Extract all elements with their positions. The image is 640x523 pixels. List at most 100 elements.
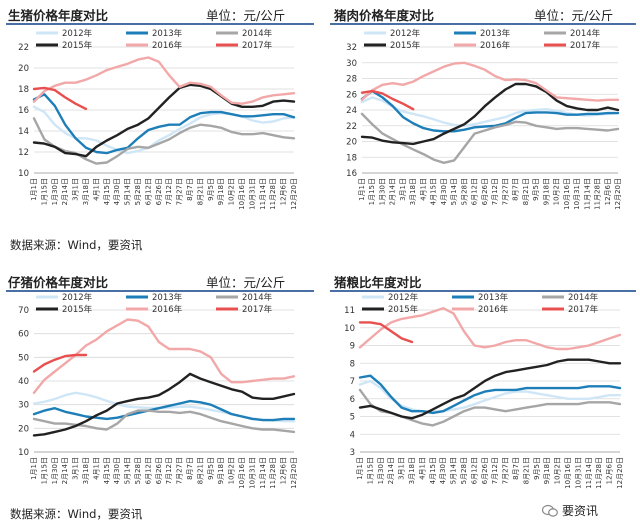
y-tick-label: 20 bbox=[18, 64, 29, 74]
wechat-icon bbox=[542, 504, 558, 517]
y-tick-label: 70 bbox=[18, 306, 29, 316]
panel-hog-price: 生猪价格年度对比 单位：元/公斤 10 12 14 16 18 20 22 1月1日 1月15日… bbox=[0, 0, 320, 262]
x-tick-label: 2月14日 bbox=[389, 178, 397, 205]
x-tick-label: 5月28日 bbox=[460, 457, 468, 484]
x-tick-label: 1月1日 bbox=[30, 457, 38, 480]
x-tick-label: 9月18日 bbox=[217, 457, 225, 484]
legend-label: 2014年 bbox=[568, 292, 599, 303]
x-tick-label: 10月31日 bbox=[248, 178, 256, 210]
x-tick-label: 12月20日 bbox=[616, 457, 624, 489]
x-tick-label: 9月18日 bbox=[543, 457, 551, 484]
x-tick-label: 9月18日 bbox=[217, 178, 225, 205]
x-tick-label: 1月30日 bbox=[51, 457, 59, 484]
x-tick-label: 1月30日 bbox=[51, 178, 59, 205]
x-tick-label: 7月27日 bbox=[176, 457, 184, 484]
series-line bbox=[358, 307, 622, 351]
x-tick-label: 4月15日 bbox=[429, 457, 437, 484]
y-tick-label: 18 bbox=[18, 85, 29, 95]
x-tick-label: 3月1日 bbox=[72, 457, 80, 480]
legend-label: 2014年 bbox=[570, 28, 601, 39]
x-tick-label: 10月2日 bbox=[228, 178, 236, 205]
x-tick-label: 1月15日 bbox=[368, 178, 376, 205]
x-tick-label: 12月20日 bbox=[614, 178, 622, 210]
x-tick-label: 3月1日 bbox=[72, 178, 80, 201]
series-line bbox=[32, 93, 296, 155]
series-line bbox=[32, 56, 296, 105]
legend-label: 2012年 bbox=[390, 28, 421, 39]
y-tick-label: 24 bbox=[346, 106, 357, 116]
legend-label: 2015年 bbox=[62, 304, 93, 315]
data-source: 数据来源：Wind，要资讯 bbox=[10, 507, 143, 521]
x-tick-label: 8月21日 bbox=[196, 457, 204, 484]
legend-label: 2014年 bbox=[242, 28, 273, 39]
y-tick-label: 60 bbox=[18, 330, 29, 340]
chart-title: 生猪价格年度对比 bbox=[8, 8, 109, 23]
x-tick-label: 12月20日 bbox=[290, 457, 298, 489]
chart-unit: 单位：元/公斤 bbox=[206, 275, 286, 290]
x-tick-label: 6月12日 bbox=[144, 457, 152, 484]
x-tick-label: 1月15日 bbox=[40, 457, 48, 484]
x-tick-label: 12月6日 bbox=[280, 457, 288, 484]
y-tick-label: 11 bbox=[344, 306, 355, 316]
x-tick-label: 12月6日 bbox=[280, 178, 288, 205]
x-tick-label: 4月15日 bbox=[103, 178, 111, 205]
series-line bbox=[360, 82, 620, 146]
x-tick-label: 4月30日 bbox=[439, 457, 447, 484]
y-tick-label: 10 bbox=[18, 169, 29, 179]
x-tick-label: 6月26日 bbox=[155, 178, 163, 205]
legend-label: 2014年 bbox=[242, 292, 273, 303]
data-source: 数据来源：Wind，要资讯 bbox=[10, 238, 143, 252]
y-tick-label: 16 bbox=[346, 169, 357, 179]
legend-label: 2017年 bbox=[242, 304, 273, 315]
chart-unit: 单位：元/公斤 bbox=[534, 8, 614, 23]
x-tick-label: 7月27日 bbox=[502, 457, 510, 484]
chart-title: 仔猪价格年度对比 bbox=[8, 275, 109, 290]
series-line bbox=[32, 399, 296, 422]
x-tick-label: 1月1日 bbox=[356, 457, 364, 480]
x-tick-label: 8月21日 bbox=[522, 178, 530, 205]
y-tick-label: 26 bbox=[346, 90, 357, 100]
x-tick-label: 4月1日 bbox=[92, 457, 100, 480]
legend-label: 2015年 bbox=[390, 40, 421, 51]
chart-unit: 单位：元/公斤 bbox=[206, 8, 286, 23]
y-tick-label: 50 bbox=[18, 353, 29, 363]
y-tick-label: 16 bbox=[18, 106, 29, 116]
x-tick-label: 1月1日 bbox=[30, 178, 38, 201]
x-tick-label: 8月7日 bbox=[512, 457, 520, 480]
series-line bbox=[32, 318, 296, 395]
x-tick-label: 11月28日 bbox=[269, 457, 277, 489]
x-tick-label: 1月15日 bbox=[40, 178, 48, 205]
y-tick-label: 4 bbox=[350, 430, 355, 440]
series-line bbox=[360, 112, 620, 165]
series-line bbox=[358, 379, 622, 413]
chart-svg: 10 20 30 40 50 60 70 1月1日 1月15日 1月30日 2月14日 3月1日 3月1… bbox=[18, 292, 298, 489]
chart-title: 猪肉价格年度对比 bbox=[334, 8, 435, 23]
y-tick-label: 14 bbox=[18, 127, 29, 137]
series-line bbox=[32, 105, 296, 155]
x-tick-label: 10月2日 bbox=[553, 178, 561, 205]
y-tick-label: 22 bbox=[346, 122, 357, 132]
x-tick-label: 12月6日 bbox=[606, 457, 614, 484]
x-tick-label: 6月26日 bbox=[481, 178, 489, 205]
x-tick-label: 10月2日 bbox=[554, 457, 562, 484]
legend-label: 2015年 bbox=[388, 304, 419, 315]
x-tick-label: 2月14日 bbox=[387, 457, 395, 484]
x-tick-label: 9月5日 bbox=[533, 457, 541, 480]
legend-label: 2013年 bbox=[152, 28, 183, 39]
x-tick-label: 2月14日 bbox=[61, 457, 69, 484]
legend-label: 2012年 bbox=[62, 292, 93, 303]
x-tick-label: 4月15日 bbox=[103, 457, 111, 484]
legend-label: 2016年 bbox=[480, 40, 511, 51]
x-tick-label: 4月30日 bbox=[113, 457, 121, 484]
x-tick-label: 7月12日 bbox=[491, 178, 499, 205]
x-tick-label: 4月1日 bbox=[419, 178, 427, 201]
x-tick-label: 1月30日 bbox=[378, 178, 386, 205]
legend-label: 2012年 bbox=[388, 292, 419, 303]
y-tick-label: 20 bbox=[346, 138, 357, 148]
x-tick-label: 12月6日 bbox=[604, 178, 612, 205]
legend-label: 2013年 bbox=[152, 292, 183, 303]
x-tick-label: 12月20日 bbox=[290, 178, 298, 210]
series-line bbox=[360, 89, 415, 111]
y-tick-label: 6 bbox=[350, 395, 355, 405]
